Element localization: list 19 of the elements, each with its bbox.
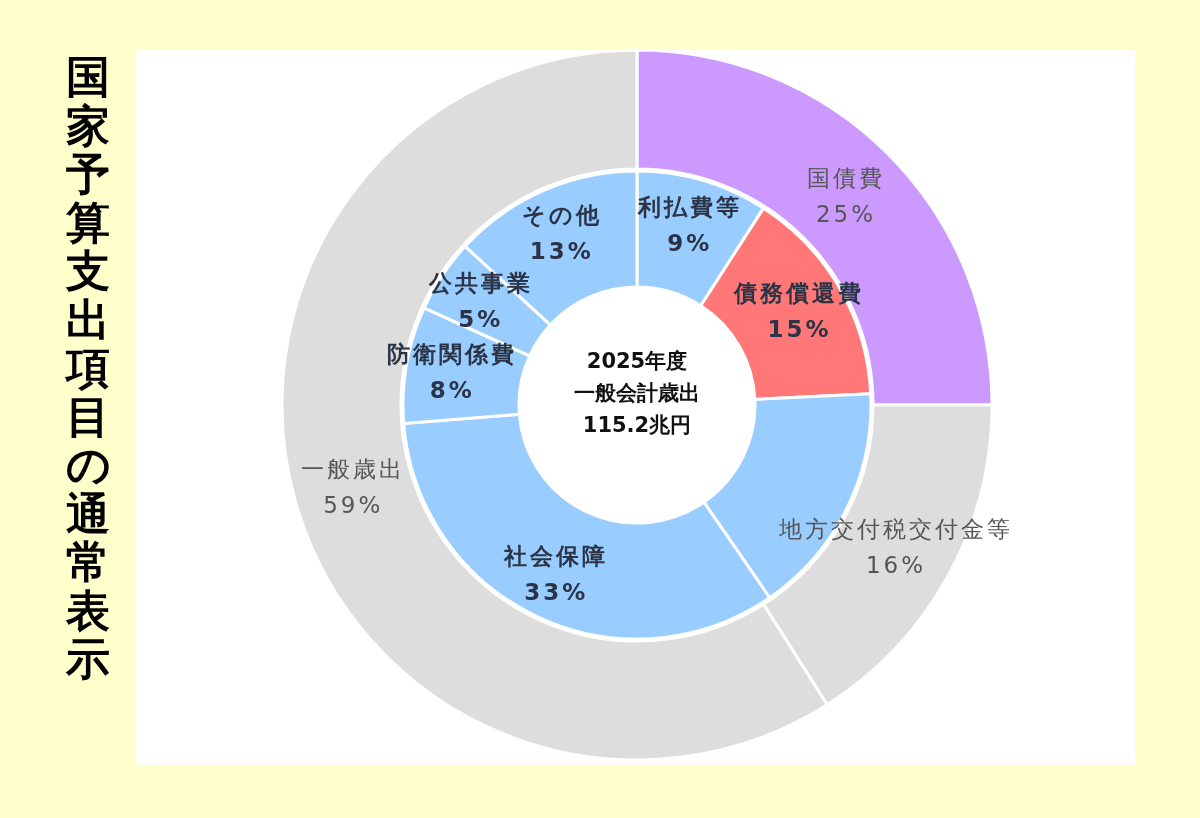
data-label: 9% <box>667 230 713 256</box>
slice-label: その他 <box>521 202 602 229</box>
data-label: 33% <box>524 579 589 606</box>
slice-label: 社会保障 <box>503 543 609 570</box>
data-label: 59% <box>323 492 384 519</box>
data-label: 16% <box>865 552 927 579</box>
text: 115.2兆円 <box>582 413 692 437</box>
slice-label: 地方交付税交付金等 <box>777 516 1013 543</box>
data-label: 5% <box>458 306 504 333</box>
data-label: 13% <box>529 238 594 265</box>
slice-label: 一般歳出 <box>301 456 406 483</box>
text: 2025年度 <box>586 349 688 373</box>
slice-label: 防衛関係費 <box>387 341 518 368</box>
slice-label: 国債費 <box>806 165 885 192</box>
text: 一般会計歳出 <box>574 381 700 405</box>
chart-title: 国家予算支出項目の通常表示 <box>65 50 111 684</box>
data-label: 25% <box>815 201 877 228</box>
data-label: 15% <box>767 316 832 343</box>
data-label: 8% <box>429 377 475 404</box>
